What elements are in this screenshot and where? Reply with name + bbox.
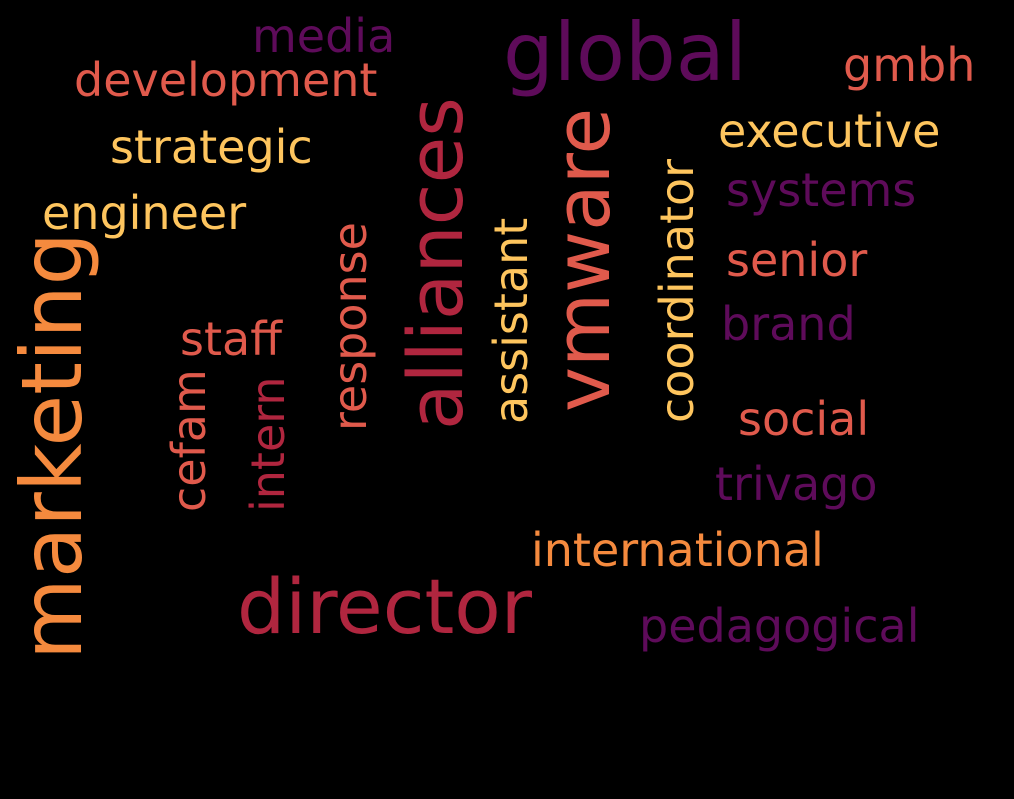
word-director: director (237, 562, 533, 651)
word-coordinator: coordinator (650, 158, 704, 423)
word-strategic: strategic (110, 120, 313, 174)
word-brand: brand (721, 297, 856, 351)
word-response: response (323, 222, 377, 431)
word-intern: intern (241, 376, 295, 512)
word-development: development (74, 53, 378, 107)
word-trivago: trivago (715, 457, 878, 511)
word-cefam: cefam (162, 369, 216, 512)
word-alliances: alliances (391, 97, 480, 430)
word-gmbh: gmbh (843, 38, 976, 92)
word-global: global (503, 6, 747, 99)
word-executive: executive (718, 104, 941, 158)
word-systems: systems (726, 163, 917, 217)
word-social: social (738, 392, 870, 446)
word-pedagogical: pedagogical (639, 599, 920, 653)
word-assistant: assistant (484, 217, 538, 424)
word-senior: senior (726, 233, 868, 287)
word-media: media (252, 9, 396, 63)
word-staff: staff (180, 312, 282, 366)
word-vmware: vmware (538, 107, 627, 412)
word-marketing: marketing (3, 232, 101, 660)
word-international: international (531, 523, 824, 577)
word-engineer: engineer (42, 186, 247, 240)
